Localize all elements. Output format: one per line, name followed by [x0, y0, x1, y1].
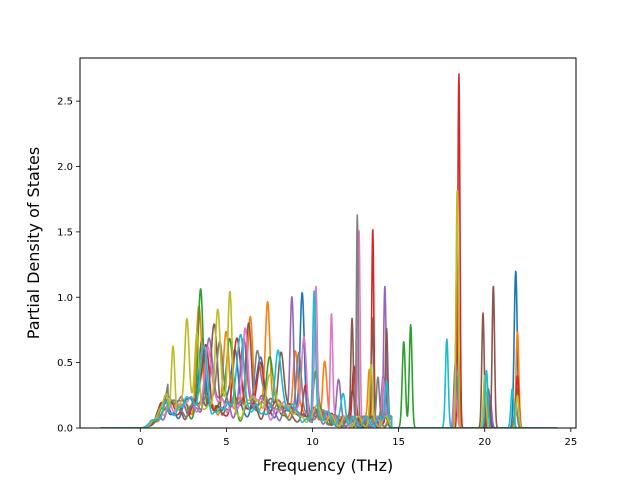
y-tick-label: 2.0	[57, 162, 73, 173]
x-tick-label: 25	[564, 437, 577, 448]
x-tick-label: 20	[478, 437, 491, 448]
x-tick-label: 0	[137, 437, 143, 448]
y-axis-label: Partial Density of States	[24, 147, 43, 339]
y-tick-label: 0.5	[57, 358, 73, 369]
x-tick-label: 5	[223, 437, 229, 448]
y-tick-label: 2.5	[57, 97, 73, 108]
series-line-9	[100, 189, 558, 428]
y-axis-ticks: 0.0 0.5 1.0 1.5 2.0 2.5	[57, 97, 80, 435]
y-tick-label: 1.0	[57, 293, 73, 304]
x-tick-label: 10	[306, 437, 319, 448]
y-tick-label: 0.0	[57, 424, 73, 435]
plot-frame	[79, 57, 577, 429]
y-tick-label: 1.5	[57, 227, 73, 238]
x-tick-label: 15	[392, 437, 405, 448]
series-layer	[100, 73, 558, 428]
x-axis-ticks: 0 5 10 15 20 25	[137, 428, 577, 448]
x-axis-label: Frequency (THz)	[263, 456, 393, 475]
